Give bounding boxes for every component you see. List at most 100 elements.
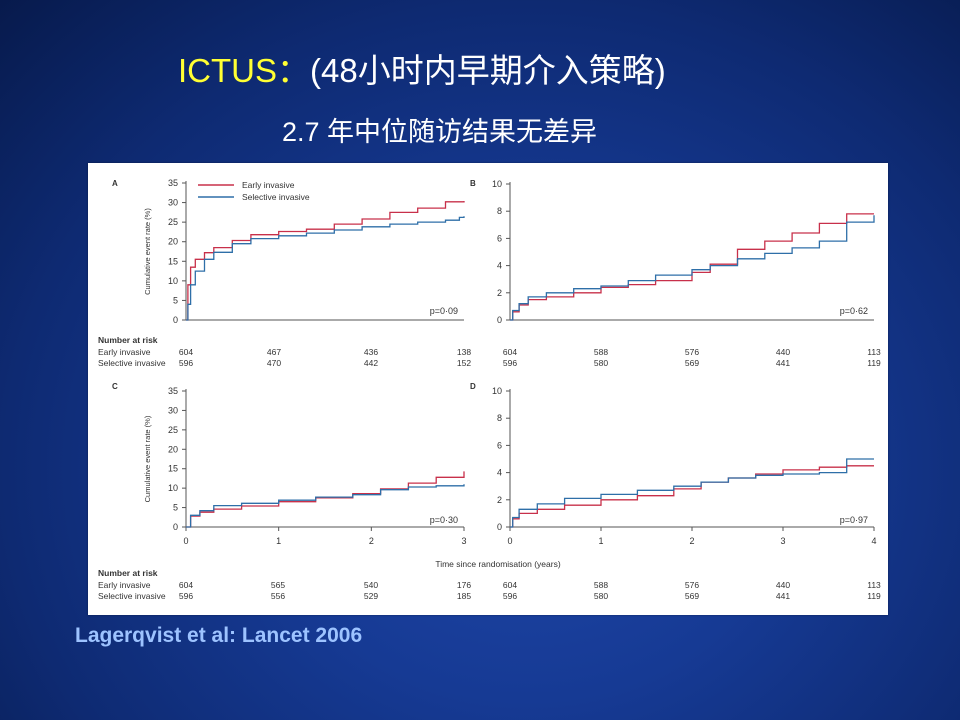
x-tick-label-d-3: 3 xyxy=(780,536,785,546)
risk-value-d-early-invasive-3: 440 xyxy=(776,580,790,590)
risk-value-d-early-invasive-1: 588 xyxy=(594,580,608,590)
risk-value-b-early-invasive-2: 576 xyxy=(685,347,699,357)
y-tick-label-c-15: 15 xyxy=(168,464,178,474)
y-tick-label-d-2: 2 xyxy=(497,495,502,505)
y-tick-label-c-25: 25 xyxy=(168,425,178,435)
y-tick-label-b-6: 6 xyxy=(497,233,502,243)
risk-value-a-early-invasive-1: 467 xyxy=(267,347,281,357)
y-tick-label-a-5: 5 xyxy=(173,295,178,305)
y-tick-label-a-25: 25 xyxy=(168,217,178,227)
risk-value-a-early-invasive-0: 604 xyxy=(179,347,193,357)
risk-value-b-early-invasive-1: 588 xyxy=(594,347,608,357)
y-tick-label-d-0: 0 xyxy=(497,522,502,532)
kaplan-meier-figure: A 0 5 10 15 20 25 30 35 Cumulative event rate (%)… xyxy=(88,163,888,615)
risk-value-a-early-invasive-3: 138 xyxy=(457,347,471,357)
risk-header-c: Number at risk xyxy=(98,568,158,578)
risk-header-a: Number at risk xyxy=(98,335,158,345)
series-line-c-early-invasive xyxy=(186,471,465,528)
risk-value-d-selective-invasive-3: 441 xyxy=(776,591,790,601)
y-tick-label-c-10: 10 xyxy=(168,483,178,493)
risk-value-a-selective-invasive-3: 152 xyxy=(457,358,471,368)
risk-row-label-a-early-invasive: Early invasive xyxy=(98,347,151,357)
risk-value-d-selective-invasive-0: 596 xyxy=(503,591,517,601)
series-line-a-early-invasive xyxy=(186,201,465,321)
risk-value-c-selective-invasive-1: 556 xyxy=(271,591,285,601)
x-tick-label-d-1: 1 xyxy=(598,536,603,546)
risk-value-d-selective-invasive-4: 119 xyxy=(867,591,881,601)
y-tick-label-b-10: 10 xyxy=(492,179,502,189)
x-tick-label-c-2: 2 xyxy=(369,536,374,546)
x-tick-label-c-0: 0 xyxy=(183,536,188,546)
series-line-a-selective-invasive xyxy=(186,216,465,321)
series-line-b-early-invasive xyxy=(510,213,874,321)
x-tick-label-c-1: 1 xyxy=(276,536,281,546)
risk-value-a-selective-invasive-2: 442 xyxy=(364,358,378,368)
y-tick-label-c-30: 30 xyxy=(168,405,178,415)
y-tick-label-a-0: 0 xyxy=(173,315,178,325)
risk-value-b-selective-invasive-2: 569 xyxy=(685,358,699,368)
series-line-d-early-invasive xyxy=(510,465,874,528)
title-prefix: ICTUS： xyxy=(178,52,310,89)
y-tick-label-a-10: 10 xyxy=(168,276,178,286)
risk-value-d-early-invasive-2: 576 xyxy=(685,580,699,590)
y-tick-label-a-15: 15 xyxy=(168,256,178,266)
risk-value-d-selective-invasive-2: 569 xyxy=(685,591,699,601)
risk-value-c-early-invasive-0: 604 xyxy=(179,580,193,590)
y-tick-label-a-35: 35 xyxy=(168,178,178,188)
risk-value-c-early-invasive-2: 540 xyxy=(364,580,378,590)
y-tick-label-c-20: 20 xyxy=(168,444,178,454)
legend-label-early-invasive: Early invasive xyxy=(242,180,295,190)
risk-value-b-early-invasive-4: 113 xyxy=(867,347,881,357)
y-tick-label-a-20: 20 xyxy=(168,237,178,247)
slide-subtitle: 2.7 年中位随访结果无差异 xyxy=(282,117,598,147)
series-line-c-selective-invasive xyxy=(186,484,465,528)
x-tick-label-d-2: 2 xyxy=(689,536,694,546)
y-tick-label-c-0: 0 xyxy=(173,522,178,532)
risk-value-c-early-invasive-1: 565 xyxy=(271,580,285,590)
risk-value-d-early-invasive-4: 113 xyxy=(867,580,881,590)
risk-value-d-early-invasive-0: 604 xyxy=(503,580,517,590)
y-tick-label-d-6: 6 xyxy=(497,440,502,450)
y-tick-label-b-2: 2 xyxy=(497,288,502,298)
risk-value-c-selective-invasive-3: 185 xyxy=(457,591,471,601)
y-tick-label-a-30: 30 xyxy=(168,198,178,208)
x-tick-label-d-0: 0 xyxy=(507,536,512,546)
p-value-a: p=0·09 xyxy=(430,306,458,316)
y-tick-label-b-0: 0 xyxy=(497,315,502,325)
panel-label-a: A xyxy=(112,179,118,188)
risk-value-c-early-invasive-3: 176 xyxy=(457,580,471,590)
y-axis-label-a: Cumulative event rate (%) xyxy=(143,208,152,295)
x-tick-label-c-3: 3 xyxy=(461,536,466,546)
y-tick-label-d-8: 8 xyxy=(497,413,502,423)
y-tick-label-d-10: 10 xyxy=(492,386,502,396)
risk-value-c-selective-invasive-2: 529 xyxy=(364,591,378,601)
risk-value-a-early-invasive-2: 436 xyxy=(364,347,378,357)
legend-label-selective-invasive: Selective invasive xyxy=(242,192,310,202)
risk-value-b-selective-invasive-3: 441 xyxy=(776,358,790,368)
risk-row-label-c-selective-invasive: Selective invasive xyxy=(98,591,166,601)
y-tick-label-b-4: 4 xyxy=(497,261,502,271)
slide-title-text: ICTUS：(48小时内早期介入策略) xyxy=(178,48,666,94)
slide-title: ICTUS：(48小时内早期介入策略) xyxy=(0,48,960,98)
title-rest: (48小时内早期介入策略) xyxy=(310,52,666,89)
y-axis-label-c: Cumulative event rate (%) xyxy=(143,415,152,502)
p-value-d: p=0·97 xyxy=(840,515,868,525)
risk-value-b-selective-invasive-0: 596 xyxy=(503,358,517,368)
risk-value-b-selective-invasive-4: 119 xyxy=(867,358,881,368)
y-tick-label-b-8: 8 xyxy=(497,206,502,216)
p-value-b: p=0·62 xyxy=(840,306,868,316)
series-line-b-selective-invasive xyxy=(510,215,875,321)
x-tick-label-d-4: 4 xyxy=(871,536,876,546)
risk-value-b-selective-invasive-1: 580 xyxy=(594,358,608,368)
risk-value-d-selective-invasive-1: 580 xyxy=(594,591,608,601)
risk-row-label-a-selective-invasive: Selective invasive xyxy=(98,358,166,368)
risk-row-label-c-early-invasive: Early invasive xyxy=(98,580,151,590)
citation: Lagerqvist et al: Lancet 2006 xyxy=(75,624,363,647)
panel-label-d: D xyxy=(470,382,476,391)
risk-value-a-selective-invasive-1: 470 xyxy=(267,358,281,368)
panel-label-b: B xyxy=(470,179,476,188)
x-axis-label: Time since randomisation (years) xyxy=(435,559,561,569)
y-tick-label-c-35: 35 xyxy=(168,386,178,396)
risk-value-b-early-invasive-0: 604 xyxy=(503,347,517,357)
